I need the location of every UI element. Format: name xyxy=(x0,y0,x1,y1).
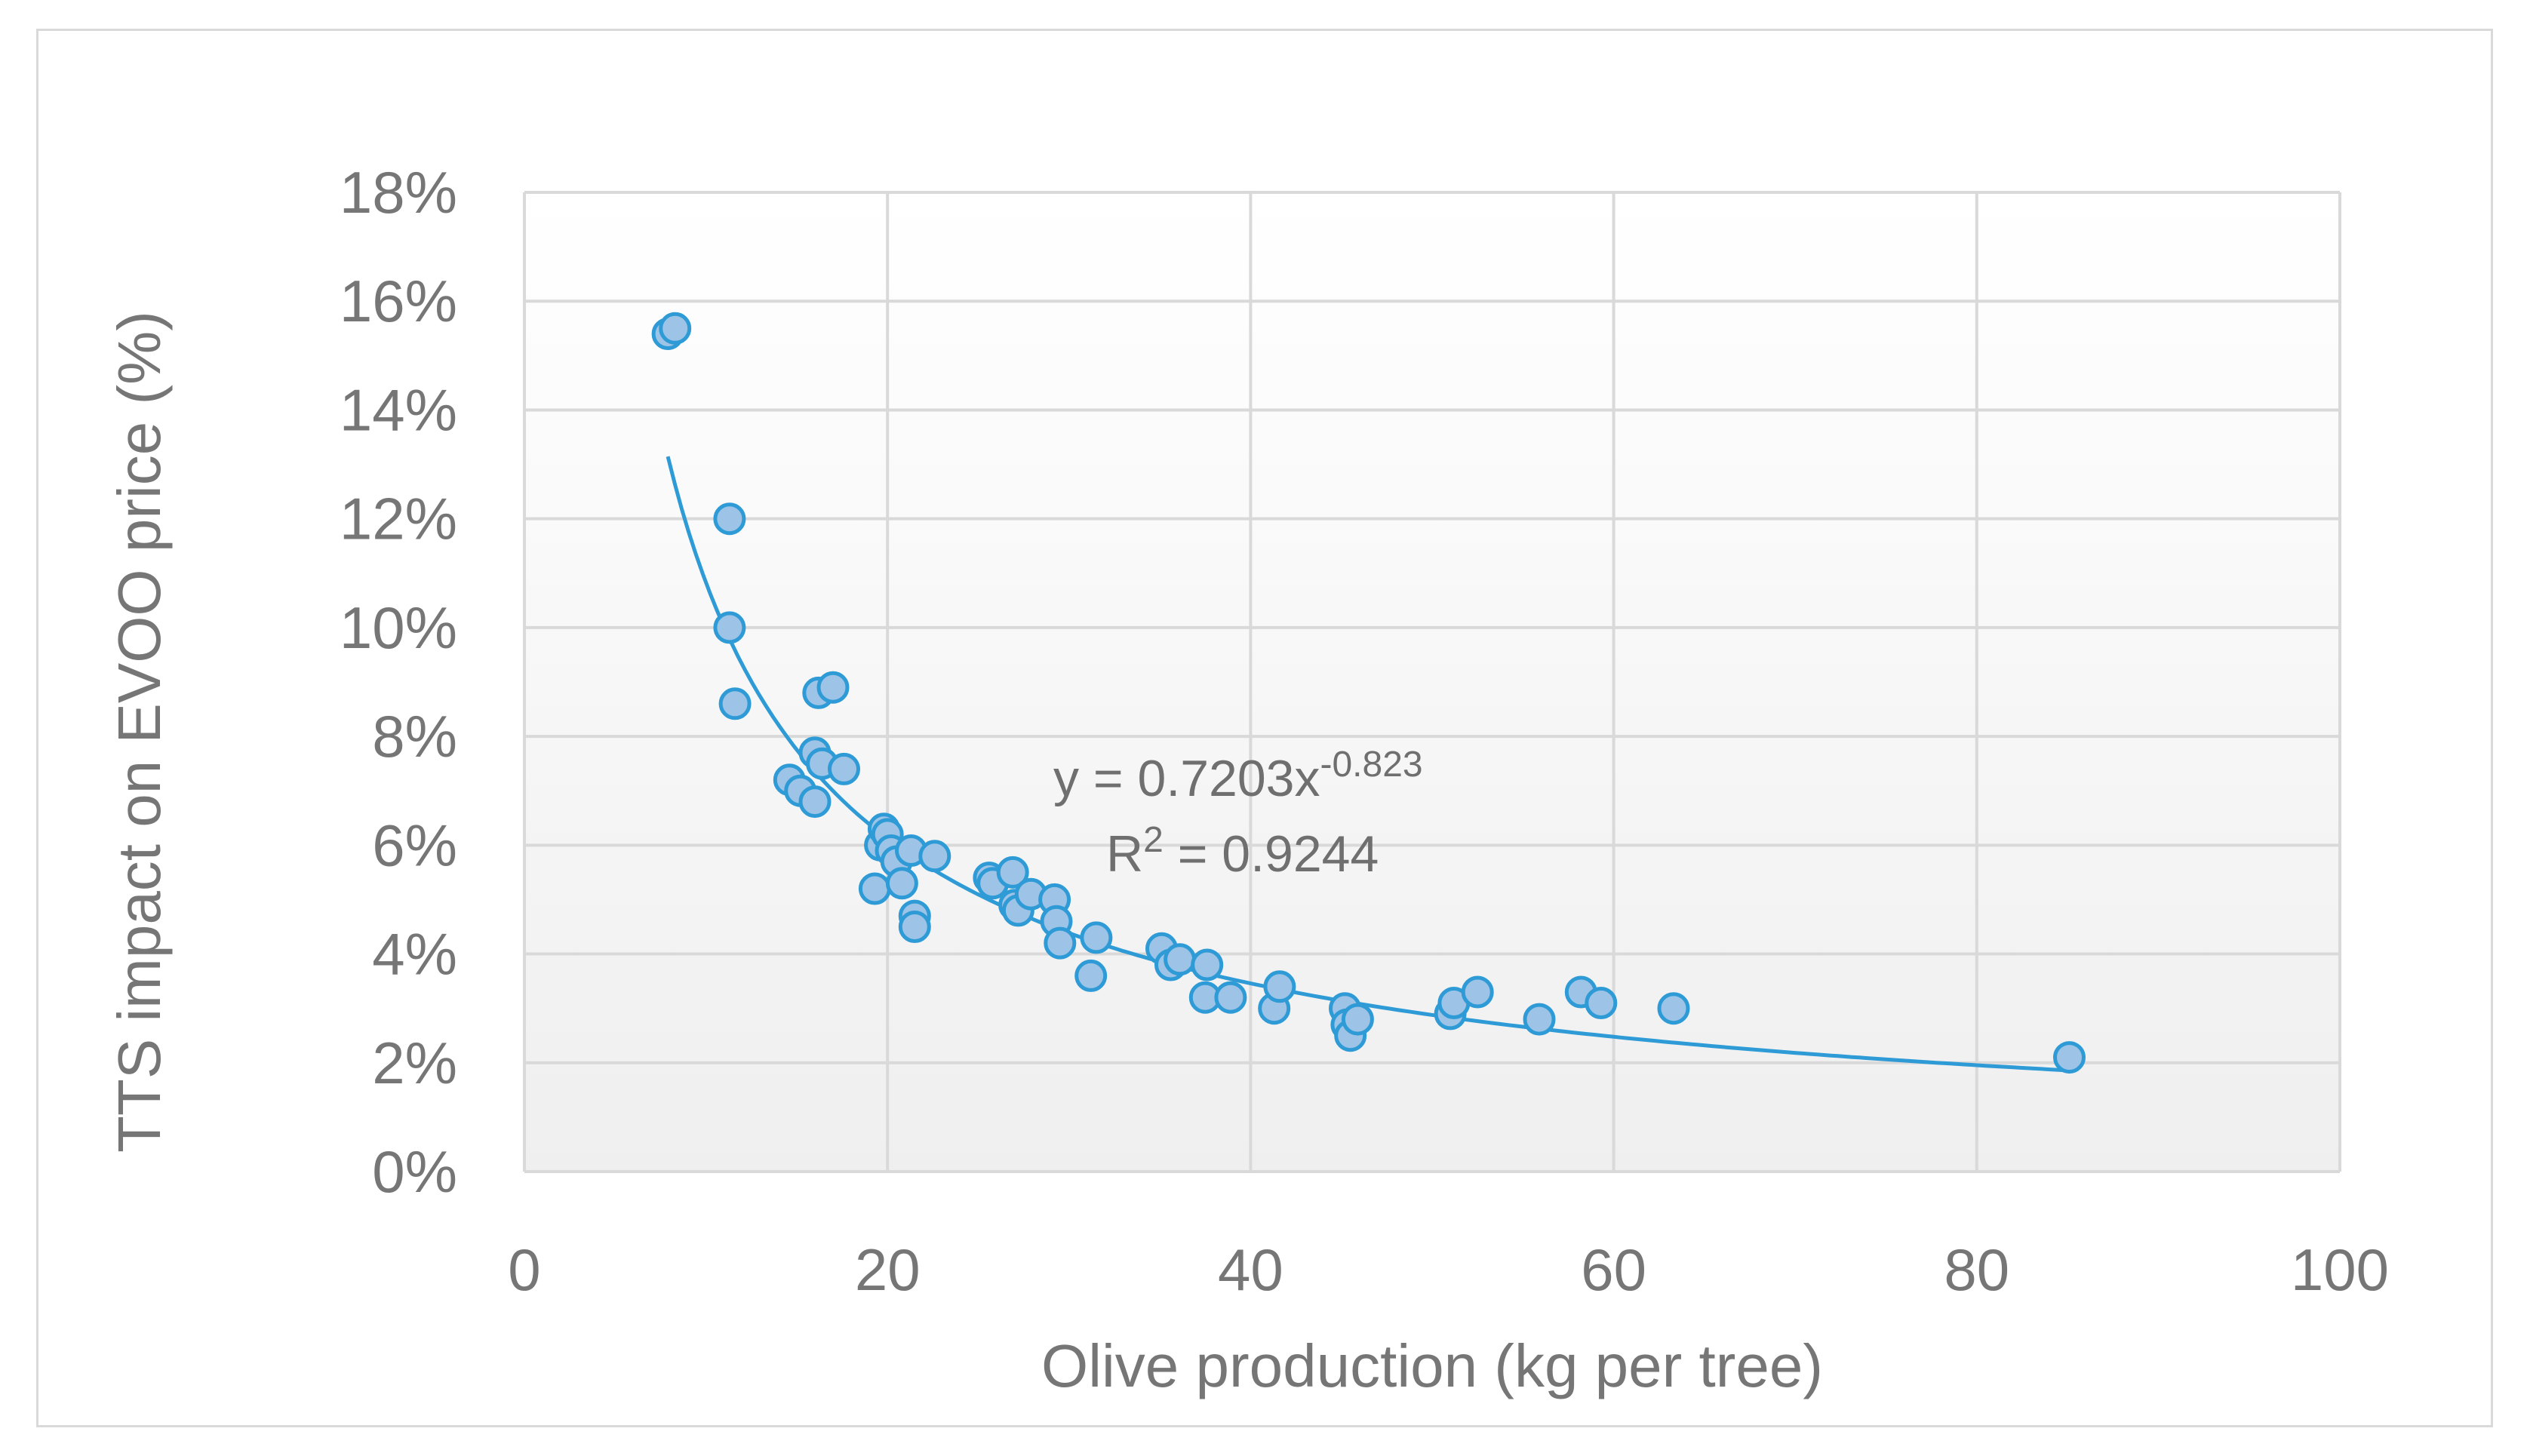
data-point xyxy=(918,840,951,873)
data-point xyxy=(1164,943,1197,976)
data-point xyxy=(828,752,860,785)
y-axis-title: TTS impact on EVOO price (%) xyxy=(106,311,173,1153)
plot-area xyxy=(524,192,2340,1172)
y-tick-label: 8% xyxy=(372,703,457,769)
data-point xyxy=(1214,981,1247,1014)
y-tick-label: 18% xyxy=(340,159,457,226)
data-point xyxy=(1263,970,1296,1003)
data-point xyxy=(816,671,850,704)
y-tick-label: 6% xyxy=(372,812,457,878)
data-point xyxy=(1523,1003,1556,1036)
x-tick-label: 40 xyxy=(1218,1236,1283,1303)
data-point xyxy=(718,687,752,720)
y-tick-label: 16% xyxy=(340,268,457,334)
x-tick-labels: 0 20 40 60 80 100 xyxy=(508,1236,2389,1303)
x-tick-label: 60 xyxy=(1581,1236,1646,1303)
data-point xyxy=(996,855,1029,889)
data-point xyxy=(885,867,918,900)
y-tick-labels: 0% 2% 4% 6% 8% 10% 12% 14% 16% 18% xyxy=(340,159,457,1205)
data-point xyxy=(1191,948,1224,981)
gridlines xyxy=(523,191,2341,1173)
y-tick-label: 0% xyxy=(372,1138,457,1205)
data-point xyxy=(1461,975,1494,1009)
y-tick-label: 14% xyxy=(340,376,457,443)
data-point xyxy=(659,312,692,345)
y-tick-label: 2% xyxy=(372,1030,457,1096)
data-point xyxy=(1585,987,1618,1019)
data-point xyxy=(1044,926,1077,960)
x-tick-label: 0 xyxy=(508,1236,540,1303)
data-point xyxy=(858,872,891,905)
trendline-r-squared: R2 = 0.9244 xyxy=(1106,820,1379,883)
y-tick-label: 4% xyxy=(372,921,457,988)
data-point xyxy=(798,785,832,819)
data-point xyxy=(1074,959,1108,992)
x-tick-label: 100 xyxy=(2291,1236,2389,1303)
data-point xyxy=(713,502,746,536)
x-tick-label: 80 xyxy=(1944,1236,2009,1303)
data-point xyxy=(2053,1041,2086,1074)
trendline-equation: y = 0.7203x-0.823 xyxy=(1053,745,1423,807)
data-point xyxy=(713,611,746,644)
data-point xyxy=(898,911,931,943)
x-axis-title: Olive production (kg per tree) xyxy=(1041,1332,1823,1399)
data-point xyxy=(1341,1003,1374,1036)
data-points xyxy=(651,312,2086,1074)
x-tick-label: 20 xyxy=(855,1236,921,1303)
data-point xyxy=(1080,921,1113,954)
data-point xyxy=(1657,992,1690,1025)
y-tick-label: 12% xyxy=(340,486,457,552)
y-tick-label: 10% xyxy=(340,594,457,661)
